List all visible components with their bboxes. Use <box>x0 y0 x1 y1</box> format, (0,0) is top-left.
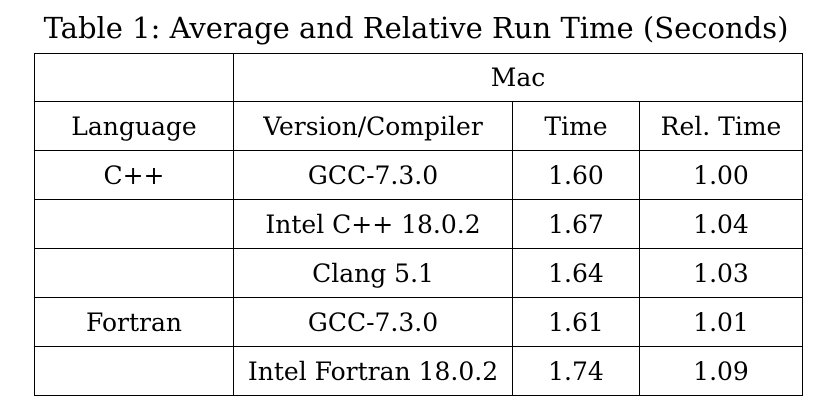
language-cell: Fortran <box>34 297 234 347</box>
run-time-table: Mac Language Version/Compiler Time Rel. … <box>34 53 804 396</box>
column-header-language: Language <box>34 101 234 151</box>
compiler-cell: Clang 5.1 <box>233 248 513 298</box>
column-header-time: Time <box>512 101 640 151</box>
compiler-cell: GCC-7.3.0 <box>233 297 513 347</box>
table-row: C++ GCC-7.3.0 1.60 1.00 <box>34 150 804 200</box>
rel-time-cell: 1.00 <box>638 150 804 200</box>
language-cell <box>34 346 234 396</box>
rel-time-cell: 1.03 <box>638 248 804 298</box>
column-header-rel-time: Rel. Time <box>638 101 804 151</box>
time-cell: 1.60 <box>512 150 640 200</box>
table-row: Clang 5.1 1.64 1.03 <box>34 248 804 298</box>
group-header-mac: Mac <box>232 53 804 102</box>
language-cell <box>34 248 234 298</box>
rel-time-cell: 1.04 <box>638 199 804 249</box>
time-cell: 1.67 <box>512 199 640 249</box>
rel-time-cell: 1.01 <box>638 297 804 347</box>
compiler-cell: GCC-7.3.0 <box>233 150 513 200</box>
empty-corner-cell <box>34 53 234 102</box>
time-cell: 1.64 <box>512 248 640 298</box>
table-row: Intel Fortran 18.0.2 1.74 1.09 <box>34 346 804 396</box>
column-header-compiler: Version/Compiler <box>233 101 513 151</box>
compiler-cell: Intel C++ 18.0.2 <box>233 199 513 249</box>
table-caption: Table 1: Average and Relative Run Time (… <box>43 11 789 45</box>
table-row: Intel C++ 18.0.2 1.67 1.04 <box>34 199 804 249</box>
rel-time-cell: 1.09 <box>638 346 804 396</box>
language-cell: C++ <box>34 150 234 200</box>
time-cell: 1.61 <box>512 297 640 347</box>
compiler-cell: Intel Fortran 18.0.2 <box>233 346 513 396</box>
table-row: Fortran GCC-7.3.0 1.61 1.01 <box>34 297 804 347</box>
time-cell: 1.74 <box>512 346 640 396</box>
language-cell <box>34 199 234 249</box>
group-header-row: Mac <box>34 53 804 102</box>
column-header-row: Language Version/Compiler Time Rel. Time <box>34 101 804 151</box>
